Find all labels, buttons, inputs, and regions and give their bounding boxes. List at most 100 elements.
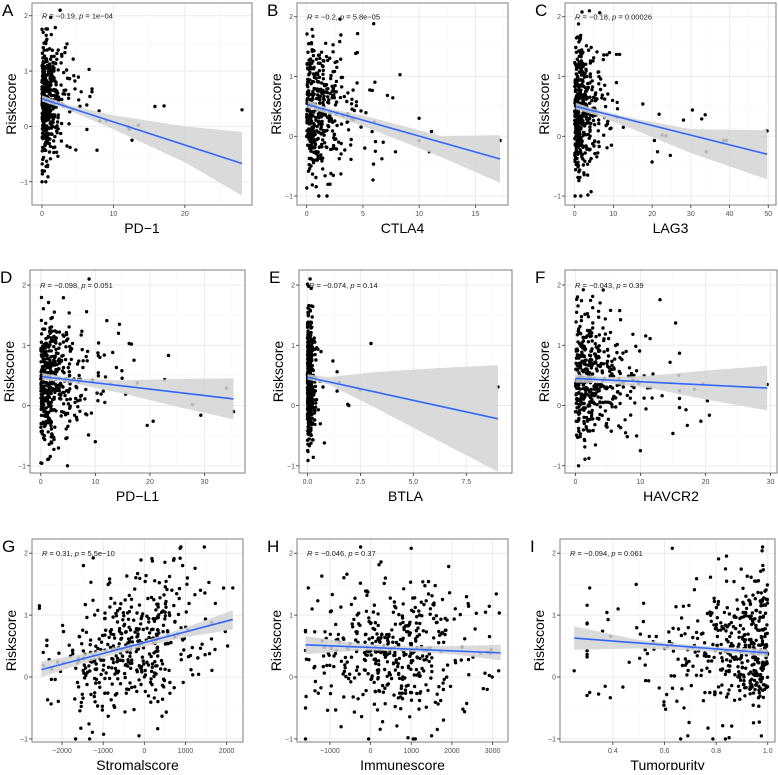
- data-point: [365, 593, 369, 598]
- data-point: [724, 669, 728, 673]
- data-point: [41, 102, 45, 106]
- data-point: [43, 423, 48, 427]
- data-point: [137, 678, 141, 682]
- data-point: [699, 419, 703, 423]
- data-point: [574, 397, 579, 401]
- data-point: [317, 116, 321, 120]
- data-point: [684, 408, 688, 412]
- data-point: [97, 109, 101, 113]
- data-point: [376, 671, 380, 675]
- data-point: [142, 675, 147, 679]
- data-point: [737, 630, 741, 634]
- data-point: [355, 631, 359, 636]
- data-point: [329, 684, 333, 688]
- data-point: [48, 62, 52, 66]
- data-point: [610, 98, 615, 103]
- data-point: [53, 125, 58, 130]
- data-point: [307, 303, 311, 308]
- data-point: [693, 650, 697, 654]
- data-point: [41, 125, 46, 129]
- data-point: [114, 614, 119, 618]
- data-point: [483, 671, 487, 675]
- data-point: [490, 675, 494, 679]
- data-point: [436, 702, 440, 706]
- data-point: [145, 423, 149, 428]
- data-point: [703, 113, 707, 117]
- data-point: [112, 636, 117, 640]
- data-point: [324, 54, 329, 59]
- data-point: [763, 589, 767, 593]
- data-point: [103, 611, 107, 615]
- data-point: [78, 409, 82, 413]
- data-point: [616, 390, 620, 394]
- data-point: [390, 628, 394, 632]
- data-point: [623, 418, 627, 422]
- data-point: [402, 625, 406, 630]
- data-point: [339, 141, 343, 146]
- data-point: [123, 675, 127, 680]
- data-point: [578, 364, 583, 368]
- data-point: [325, 663, 329, 668]
- data-point: [167, 668, 171, 673]
- data-point: [147, 652, 152, 656]
- data-point: [596, 692, 601, 696]
- data-point: [574, 45, 578, 50]
- x-tick-label: 7.5: [461, 479, 471, 486]
- data-point: [598, 400, 602, 405]
- data-point: [111, 644, 116, 648]
- data-point: [127, 625, 131, 629]
- data-point: [600, 93, 604, 97]
- data-point: [761, 683, 766, 687]
- data-point: [494, 592, 498, 596]
- data-point: [62, 334, 66, 338]
- data-point: [180, 563, 185, 568]
- data-point: [736, 607, 740, 611]
- data-point: [759, 601, 763, 605]
- data-point: [321, 77, 326, 81]
- data-point: [305, 325, 310, 329]
- plot-frame: [296, 2, 509, 206]
- data-point: [55, 51, 59, 56]
- annotation-r: −0.18: [589, 13, 608, 22]
- x-tick-label: 0.4: [608, 748, 618, 755]
- correlation-annotation: R = −0.19, p = 1e−04: [42, 12, 113, 21]
- data-point: [354, 100, 359, 104]
- data-point: [648, 336, 652, 341]
- data-point: [614, 52, 619, 57]
- data-point: [366, 672, 370, 676]
- y-tick-label: 1: [557, 343, 561, 350]
- data-point: [320, 159, 324, 163]
- data-point: [738, 616, 742, 621]
- data-point: [306, 442, 310, 446]
- data-point: [56, 699, 60, 704]
- data-point: [318, 422, 322, 426]
- annotation-separator: =: [314, 281, 323, 290]
- data-point: [590, 411, 594, 415]
- data-point: [311, 93, 315, 98]
- data-point: [49, 15, 53, 20]
- data-point: [745, 574, 749, 578]
- data-point: [42, 69, 47, 74]
- data-point: [371, 626, 375, 631]
- data-point: [94, 644, 98, 648]
- x-tick-label: 30: [201, 479, 209, 486]
- data-point: [61, 296, 66, 300]
- data-point: [179, 626, 183, 630]
- data-point: [108, 581, 112, 585]
- data-point: [163, 667, 167, 671]
- annotation-separator: =: [344, 13, 353, 22]
- data-point: [311, 80, 316, 84]
- data-point: [166, 353, 171, 358]
- data-point: [41, 379, 45, 384]
- data-point: [603, 104, 608, 109]
- data-point: [306, 421, 311, 425]
- data-point: [210, 668, 214, 673]
- annotation-p-label: p: [74, 549, 79, 558]
- data-point: [53, 677, 57, 682]
- data-point: [758, 615, 762, 619]
- data-point: [146, 694, 151, 698]
- data-point: [97, 680, 101, 685]
- data-point: [582, 124, 587, 128]
